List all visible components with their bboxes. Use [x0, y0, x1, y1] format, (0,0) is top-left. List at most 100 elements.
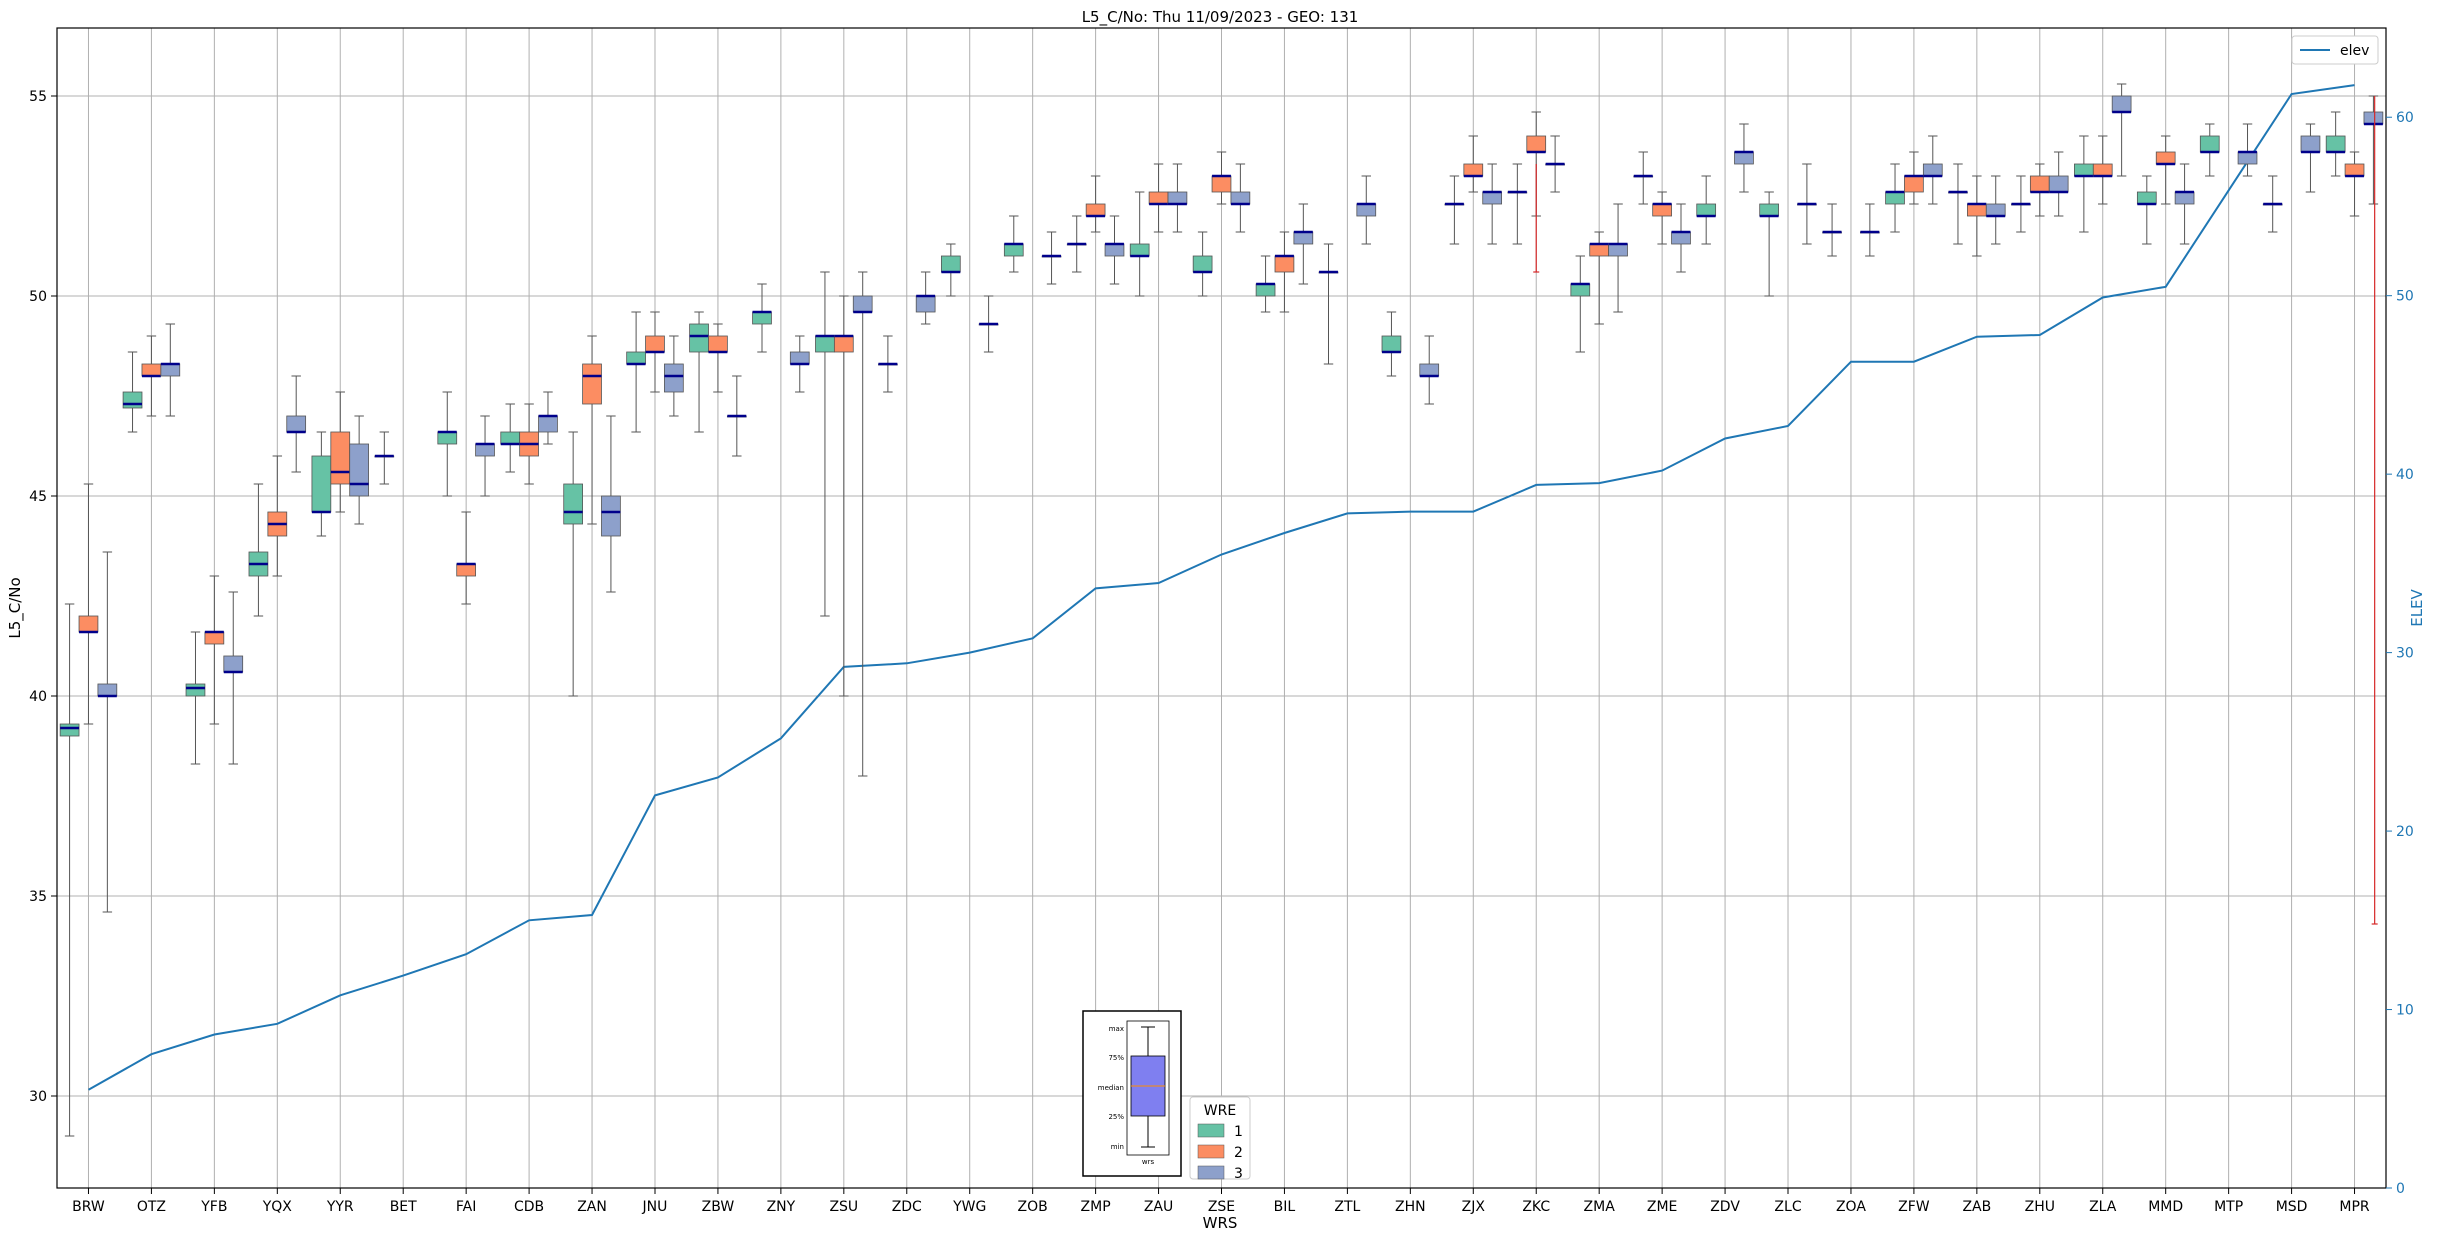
elev-legend-frame	[2291, 35, 2379, 65]
box-iqr	[330, 431, 351, 485]
box-wre-3	[2300, 123, 2321, 193]
box-wre-1	[1444, 175, 1465, 245]
x-tick-label: ZMP	[1081, 1199, 1111, 1215]
y2-tick-label: 60	[2396, 110, 2414, 126]
x-tick-label: YWG	[952, 1199, 986, 1215]
box-wre-3	[1293, 203, 1314, 285]
box-wre-2	[645, 311, 665, 393]
y-axis-title: L5_C/No	[6, 577, 25, 638]
box-wre-3	[915, 271, 936, 325]
box-wre-3	[1167, 163, 1188, 233]
box-iqr	[1230, 191, 1251, 205]
box-wre-2	[1904, 151, 1924, 205]
box-wre-2	[204, 575, 225, 725]
box-wre-3	[160, 323, 181, 417]
box-iqr	[223, 655, 244, 673]
box-wre-3	[1230, 163, 1251, 233]
x-tick-label: ZAU	[1144, 1199, 1173, 1215]
box-wre-3	[349, 415, 369, 525]
box-iqr	[456, 563, 476, 577]
box-wre-2	[141, 335, 162, 417]
box-iqr	[582, 363, 602, 405]
x-tick-label: ZSU	[829, 1199, 858, 1215]
box-wre-1	[2074, 135, 2094, 233]
box-iqr	[1885, 191, 1905, 205]
box-iqr	[664, 363, 684, 393]
box-iqr	[1104, 243, 1125, 257]
box-wre-2	[1274, 231, 1295, 313]
box-iqr	[1167, 191, 1188, 205]
x-tick-label: ZHN	[1395, 1199, 1426, 1215]
box-iqr	[1356, 203, 1377, 217]
legend-swatch-3	[1197, 1165, 1225, 1180]
box-iqr	[1967, 203, 1987, 217]
box-wre-2	[582, 335, 602, 525]
x-tick-label: ZME	[1647, 1199, 1678, 1215]
x-tick-label: YFB	[200, 1199, 227, 1215]
x-tick-label: ZAN	[577, 1199, 607, 1215]
box-wre-2	[708, 323, 728, 393]
box-wre-3	[1356, 175, 1377, 245]
box-wre-1	[2011, 175, 2031, 233]
inset-label: 25%	[1108, 1113, 1124, 1121]
y2-tick-label: 50	[2396, 289, 2414, 305]
box-wre-3	[2363, 95, 2384, 205]
box-wre-1	[1381, 311, 1402, 377]
box-iqr	[2174, 191, 2195, 205]
box-iqr	[97, 683, 118, 697]
box-iqr	[1293, 231, 1314, 245]
box-iqr	[852, 295, 873, 313]
box-wre-1	[2262, 175, 2283, 233]
box-wre-1	[59, 603, 80, 1137]
box-iqr	[1985, 203, 2006, 217]
box-wre-2	[267, 455, 288, 577]
box-iqr	[349, 443, 369, 497]
box-wre-1	[2136, 175, 2157, 245]
box-iqr	[1570, 283, 1591, 297]
box-wre-3	[2048, 151, 2069, 217]
box-iqr	[2237, 151, 2258, 165]
box-iqr	[601, 495, 621, 537]
box-wre-2	[456, 511, 476, 605]
box-wre-3	[538, 391, 558, 445]
x-tick-label: OTZ	[137, 1199, 166, 1215]
box-wre-3	[726, 375, 747, 457]
box-iqr	[311, 455, 332, 513]
box-iqr	[1759, 203, 1779, 217]
box-wre-3	[1104, 215, 1125, 285]
box-iqr	[2199, 135, 2220, 153]
box-wre-2	[1148, 163, 1169, 233]
box-wre-3	[1482, 163, 1503, 245]
y2-tick-label: 40	[2396, 467, 2414, 483]
box-iqr	[1419, 363, 1440, 377]
box-iqr	[141, 363, 162, 377]
x-tick-label: ZMA	[1584, 1199, 1616, 1215]
box-iqr	[2300, 135, 2321, 153]
box-iqr	[160, 363, 181, 377]
chart-title: L5_C/No: Thu 11/09/2023 - GEO: 131	[1082, 8, 1359, 27]
box-iqr	[815, 335, 835, 353]
wre-legend: WRE 1 2 3	[1189, 1096, 1251, 1182]
box-wre-1	[1003, 215, 1024, 273]
box-iqr	[833, 335, 854, 353]
box-iqr	[645, 335, 665, 353]
box-iqr	[2074, 163, 2094, 177]
inset-label: max	[1109, 1025, 1124, 1033]
box-iqr	[1463, 163, 1484, 177]
x-tick-label: YQX	[262, 1199, 293, 1215]
box-iqr	[1671, 231, 1691, 245]
box-iqr	[1381, 335, 1402, 353]
box-iqr	[2344, 163, 2365, 177]
box-wre-3	[1797, 163, 1817, 245]
box-wre-3	[2174, 163, 2195, 245]
box-wre-3	[601, 415, 621, 593]
box-wre-1	[1066, 215, 1087, 273]
box-iqr	[2048, 175, 2069, 193]
box-wre-1	[1696, 175, 1717, 245]
box-wre-3	[1985, 175, 2006, 245]
box-wre-2	[833, 295, 854, 697]
y-tick-label: 30	[29, 1089, 47, 1105]
y-tick-label: 40	[29, 689, 47, 705]
box-iqr	[2111, 95, 2132, 113]
box-wre-3	[2237, 123, 2258, 177]
